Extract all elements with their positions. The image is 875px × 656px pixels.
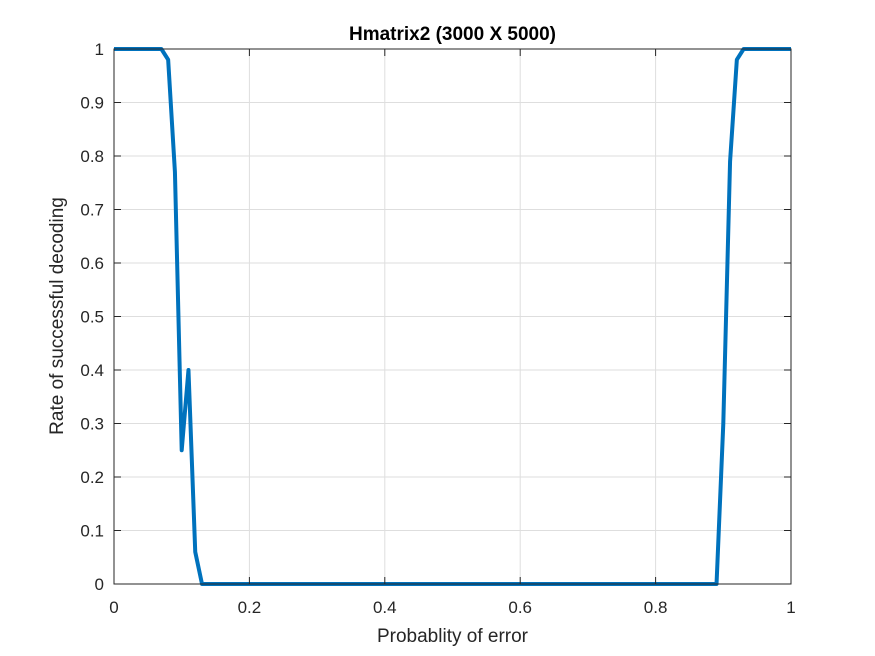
grid-lines: [113, 48, 792, 585]
x-tick-label: 0.4: [373, 598, 397, 617]
y-tick-label: 0.9: [80, 94, 104, 113]
y-tick-label: 0.2: [80, 468, 104, 487]
y-tick-label: 0.5: [80, 308, 104, 327]
y-tick-label: 0.8: [80, 147, 104, 166]
y-tick-label: 0: [95, 575, 104, 594]
x-axis-label: Probablity of error: [377, 626, 529, 647]
y-tick-label: 0.6: [80, 254, 104, 273]
y-tick-label: 0.4: [80, 361, 104, 380]
axis-ticks: 0 0.2 0.4 0.6 0.8 1 0 0.1 0.2 0.3 0.4 0.5 0.6 0.7 0.8 0…: [80, 40, 795, 617]
x-tick-label: 0: [109, 598, 118, 617]
chart-title: Hmatrix2 (3000 X 5000): [349, 24, 556, 45]
y-tick-label: 0.3: [80, 415, 104, 434]
y-tick-label: 1: [95, 40, 104, 59]
x-tick-label: 1: [786, 598, 795, 617]
x-tick-label: 0.6: [508, 598, 532, 617]
y-axis-label: Rate of successful decoding: [47, 197, 68, 435]
y-tick-label: 0.7: [80, 201, 104, 220]
x-tick-label: 0.8: [644, 598, 668, 617]
x-tick-label: 0.2: [238, 598, 262, 617]
y-tick-label: 0.1: [80, 522, 104, 541]
